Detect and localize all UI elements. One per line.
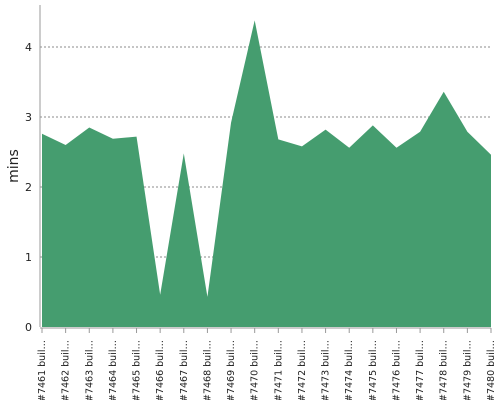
y-tick-label: 1 — [25, 251, 32, 264]
x-tick-label: #7470 buil… — [250, 340, 261, 400]
y-tick-label: 2 — [25, 181, 32, 194]
x-tick-label: #7473 buil… — [321, 340, 332, 400]
x-tick-label: #7471 buil… — [273, 340, 284, 400]
x-tick-label: #7472 buil… — [297, 340, 308, 400]
x-tick-label: #7464 buil… — [108, 340, 119, 400]
x-tick-label: #7462 buil… — [61, 340, 72, 400]
x-tick-label: #7463 buil… — [84, 340, 95, 400]
x-tick-label: #7478 buil… — [439, 340, 450, 400]
x-tick-label: #7468 buil… — [202, 340, 213, 400]
x-tick-label: #7477 buil… — [415, 340, 426, 400]
area — [42, 20, 491, 328]
x-tick-label: #7467 buil… — [179, 340, 190, 400]
x-tick-label: #7461 buil… — [37, 340, 48, 400]
x-tick-label: #7466 buil… — [155, 340, 166, 400]
x-tick-label: #7469 buil… — [226, 340, 237, 400]
y-tick-label: 3 — [25, 111, 32, 124]
y-tick-label: 4 — [25, 41, 32, 54]
x-tick-label: #7480 buil… — [486, 340, 497, 400]
y-axis-label: mins — [6, 149, 22, 183]
y-tick-label: 0 — [25, 321, 32, 334]
x-tick-label: #7476 buil… — [391, 340, 402, 400]
x-tick-label: #7465 buil… — [132, 340, 143, 400]
x-tick-label: #7479 buil… — [462, 340, 473, 400]
x-tick-label: #7474 buil… — [344, 340, 355, 400]
x-tick-label: #7475 buil… — [368, 340, 379, 400]
